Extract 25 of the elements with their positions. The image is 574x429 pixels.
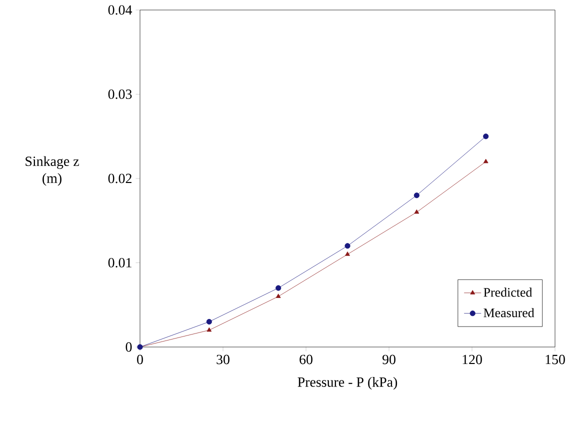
point (206, 318, 212, 325)
point (483, 134, 489, 140)
x-tick-label: 0 (137, 354, 143, 364)
y-tick-label: 0 (126, 342, 132, 352)
point (414, 209, 420, 214)
legend-label: Measured (484, 308, 534, 318)
point (483, 158, 488, 164)
point (276, 285, 282, 291)
x-axis-title: Pressure - P (kPa) (298, 377, 398, 390)
point (345, 252, 350, 256)
x-tick-label: 30 (216, 354, 230, 364)
x-tick-label: 150 (546, 354, 565, 364)
y-axis-title: Sinkage z (m) (26, 156, 79, 186)
y-tick-label: 0.02 (108, 174, 132, 184)
y-tick-label: 0.04 (108, 5, 132, 15)
point (276, 294, 281, 298)
x-tick-label: 120 (462, 354, 482, 364)
point (206, 327, 212, 332)
x-tick-label: 60 (300, 354, 312, 364)
y-tick-label: 0.01 (108, 258, 132, 268)
legend-label: Predicted (484, 288, 532, 297)
x-tick-label: 90 (382, 354, 396, 364)
point (414, 192, 420, 198)
y-tick-label: 0.03 (108, 90, 132, 99)
point (344, 243, 350, 249)
